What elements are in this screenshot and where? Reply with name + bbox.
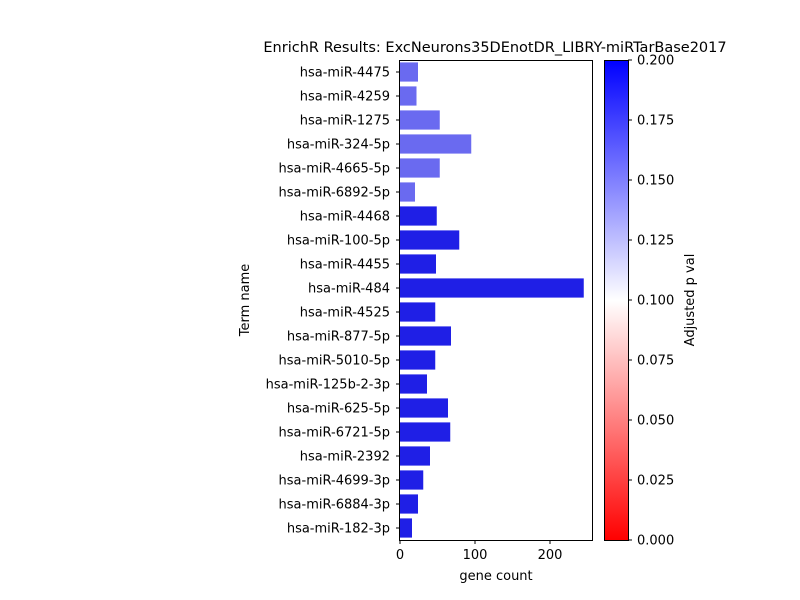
bar-hsa-miR-100-5p xyxy=(400,230,460,250)
bar-hsa-miR-4665-5p xyxy=(400,158,440,178)
colorbar-tick-label: 0.175 xyxy=(637,114,674,129)
colorbar-tick-label: 0.050 xyxy=(637,414,674,429)
y-tick-label: hsa-miR-4475 xyxy=(300,66,390,81)
y-tick-label: hsa-miR-2392 xyxy=(300,450,390,465)
colorbar-tick-label: 0.075 xyxy=(637,354,674,369)
y-axis-label: Term name xyxy=(238,264,253,338)
bar-hsa-miR-6721-5p xyxy=(400,422,451,442)
bar-hsa-miR-4468 xyxy=(400,206,437,226)
colorbar-tick-label: 0.150 xyxy=(637,174,674,189)
y-tick-label: hsa-miR-1275 xyxy=(300,114,390,129)
bar-hsa-miR-6892-5p xyxy=(400,182,415,202)
bar-hsa-miR-484 xyxy=(400,278,584,298)
bar-hsa-miR-4699-3p xyxy=(400,470,424,490)
y-tick-label: hsa-miR-100-5p xyxy=(287,234,390,249)
colorbar-tick-label: 0.000 xyxy=(637,534,674,549)
bar-hsa-miR-182-3p xyxy=(400,518,412,538)
bar-hsa-miR-4525 xyxy=(400,302,436,322)
colorbar-tick-label: 0.025 xyxy=(637,474,674,489)
y-tick-label: hsa-miR-4455 xyxy=(300,258,390,273)
y-tick-label: hsa-miR-4665-5p xyxy=(279,162,390,177)
y-tick-label: hsa-miR-6721-5p xyxy=(279,426,390,441)
y-tick-label: hsa-miR-4699-3p xyxy=(279,474,390,489)
y-tick-label: hsa-miR-4525 xyxy=(300,306,390,321)
y-tick-label: hsa-miR-6892-5p xyxy=(279,186,390,201)
x-axis-ticks: 0 100 200 xyxy=(396,540,563,563)
y-tick-label: hsa-miR-324-5p xyxy=(287,138,390,153)
bar-hsa-miR-6884-3p xyxy=(400,494,418,514)
bar-hsa-miR-125b-2-3p xyxy=(400,374,427,394)
x-tick-label: 0 xyxy=(396,548,404,563)
bar-hsa-miR-625-5p xyxy=(400,398,448,418)
colorbar-tick-label: 0.200 xyxy=(637,54,674,69)
y-tick-label: hsa-miR-5010-5p xyxy=(279,354,390,369)
colorbar-ticks: 0.000 0.025 0.050 0.075 0.100 0.125 0.150 0.175… xyxy=(628,54,674,549)
chart-title: EnrichR Results: ExcNeurons35DEnotDR_LIB… xyxy=(263,40,726,56)
bar-hsa-miR-4475 xyxy=(400,62,418,82)
x-tick-label: 100 xyxy=(463,548,488,563)
bar-hsa-miR-4259 xyxy=(400,86,417,106)
category-labels: hsa-miR-4475 hsa-miR-4259 hsa-miR-1275 hsa-… xyxy=(266,66,400,537)
bars-group xyxy=(400,62,584,538)
y-tick-label: hsa-miR-182-3p xyxy=(287,522,390,537)
y-tick-label: hsa-miR-877-5p xyxy=(287,330,390,345)
x-axis-label: gene count xyxy=(459,569,532,584)
y-tick-label: hsa-miR-4468 xyxy=(300,210,390,225)
y-tick-label: hsa-miR-6884-3p xyxy=(279,498,390,513)
colorbar-tick-label: 0.125 xyxy=(637,234,674,249)
bar-hsa-miR-877-5p xyxy=(400,326,451,346)
plot-frame xyxy=(399,60,593,541)
x-tick-label: 200 xyxy=(538,548,563,563)
y-tick-label: hsa-miR-625-5p xyxy=(287,402,390,417)
bar-hsa-miR-4455 xyxy=(400,254,436,274)
bar-hsa-miR-324-5p xyxy=(400,134,472,154)
y-tick-label: hsa-miR-125b-2-3p xyxy=(266,378,390,393)
bar-hsa-miR-1275 xyxy=(400,110,440,130)
y-tick-label: hsa-miR-4259 xyxy=(300,90,390,105)
colorbar xyxy=(604,60,629,541)
bar-hsa-miR-5010-5p xyxy=(400,350,436,370)
y-tick-label: hsa-miR-484 xyxy=(308,282,390,297)
colorbar-tick-label: 0.100 xyxy=(637,294,674,309)
bar-hsa-miR-2392 xyxy=(400,446,430,466)
colorbar-label: Adjusted p val xyxy=(683,254,698,347)
